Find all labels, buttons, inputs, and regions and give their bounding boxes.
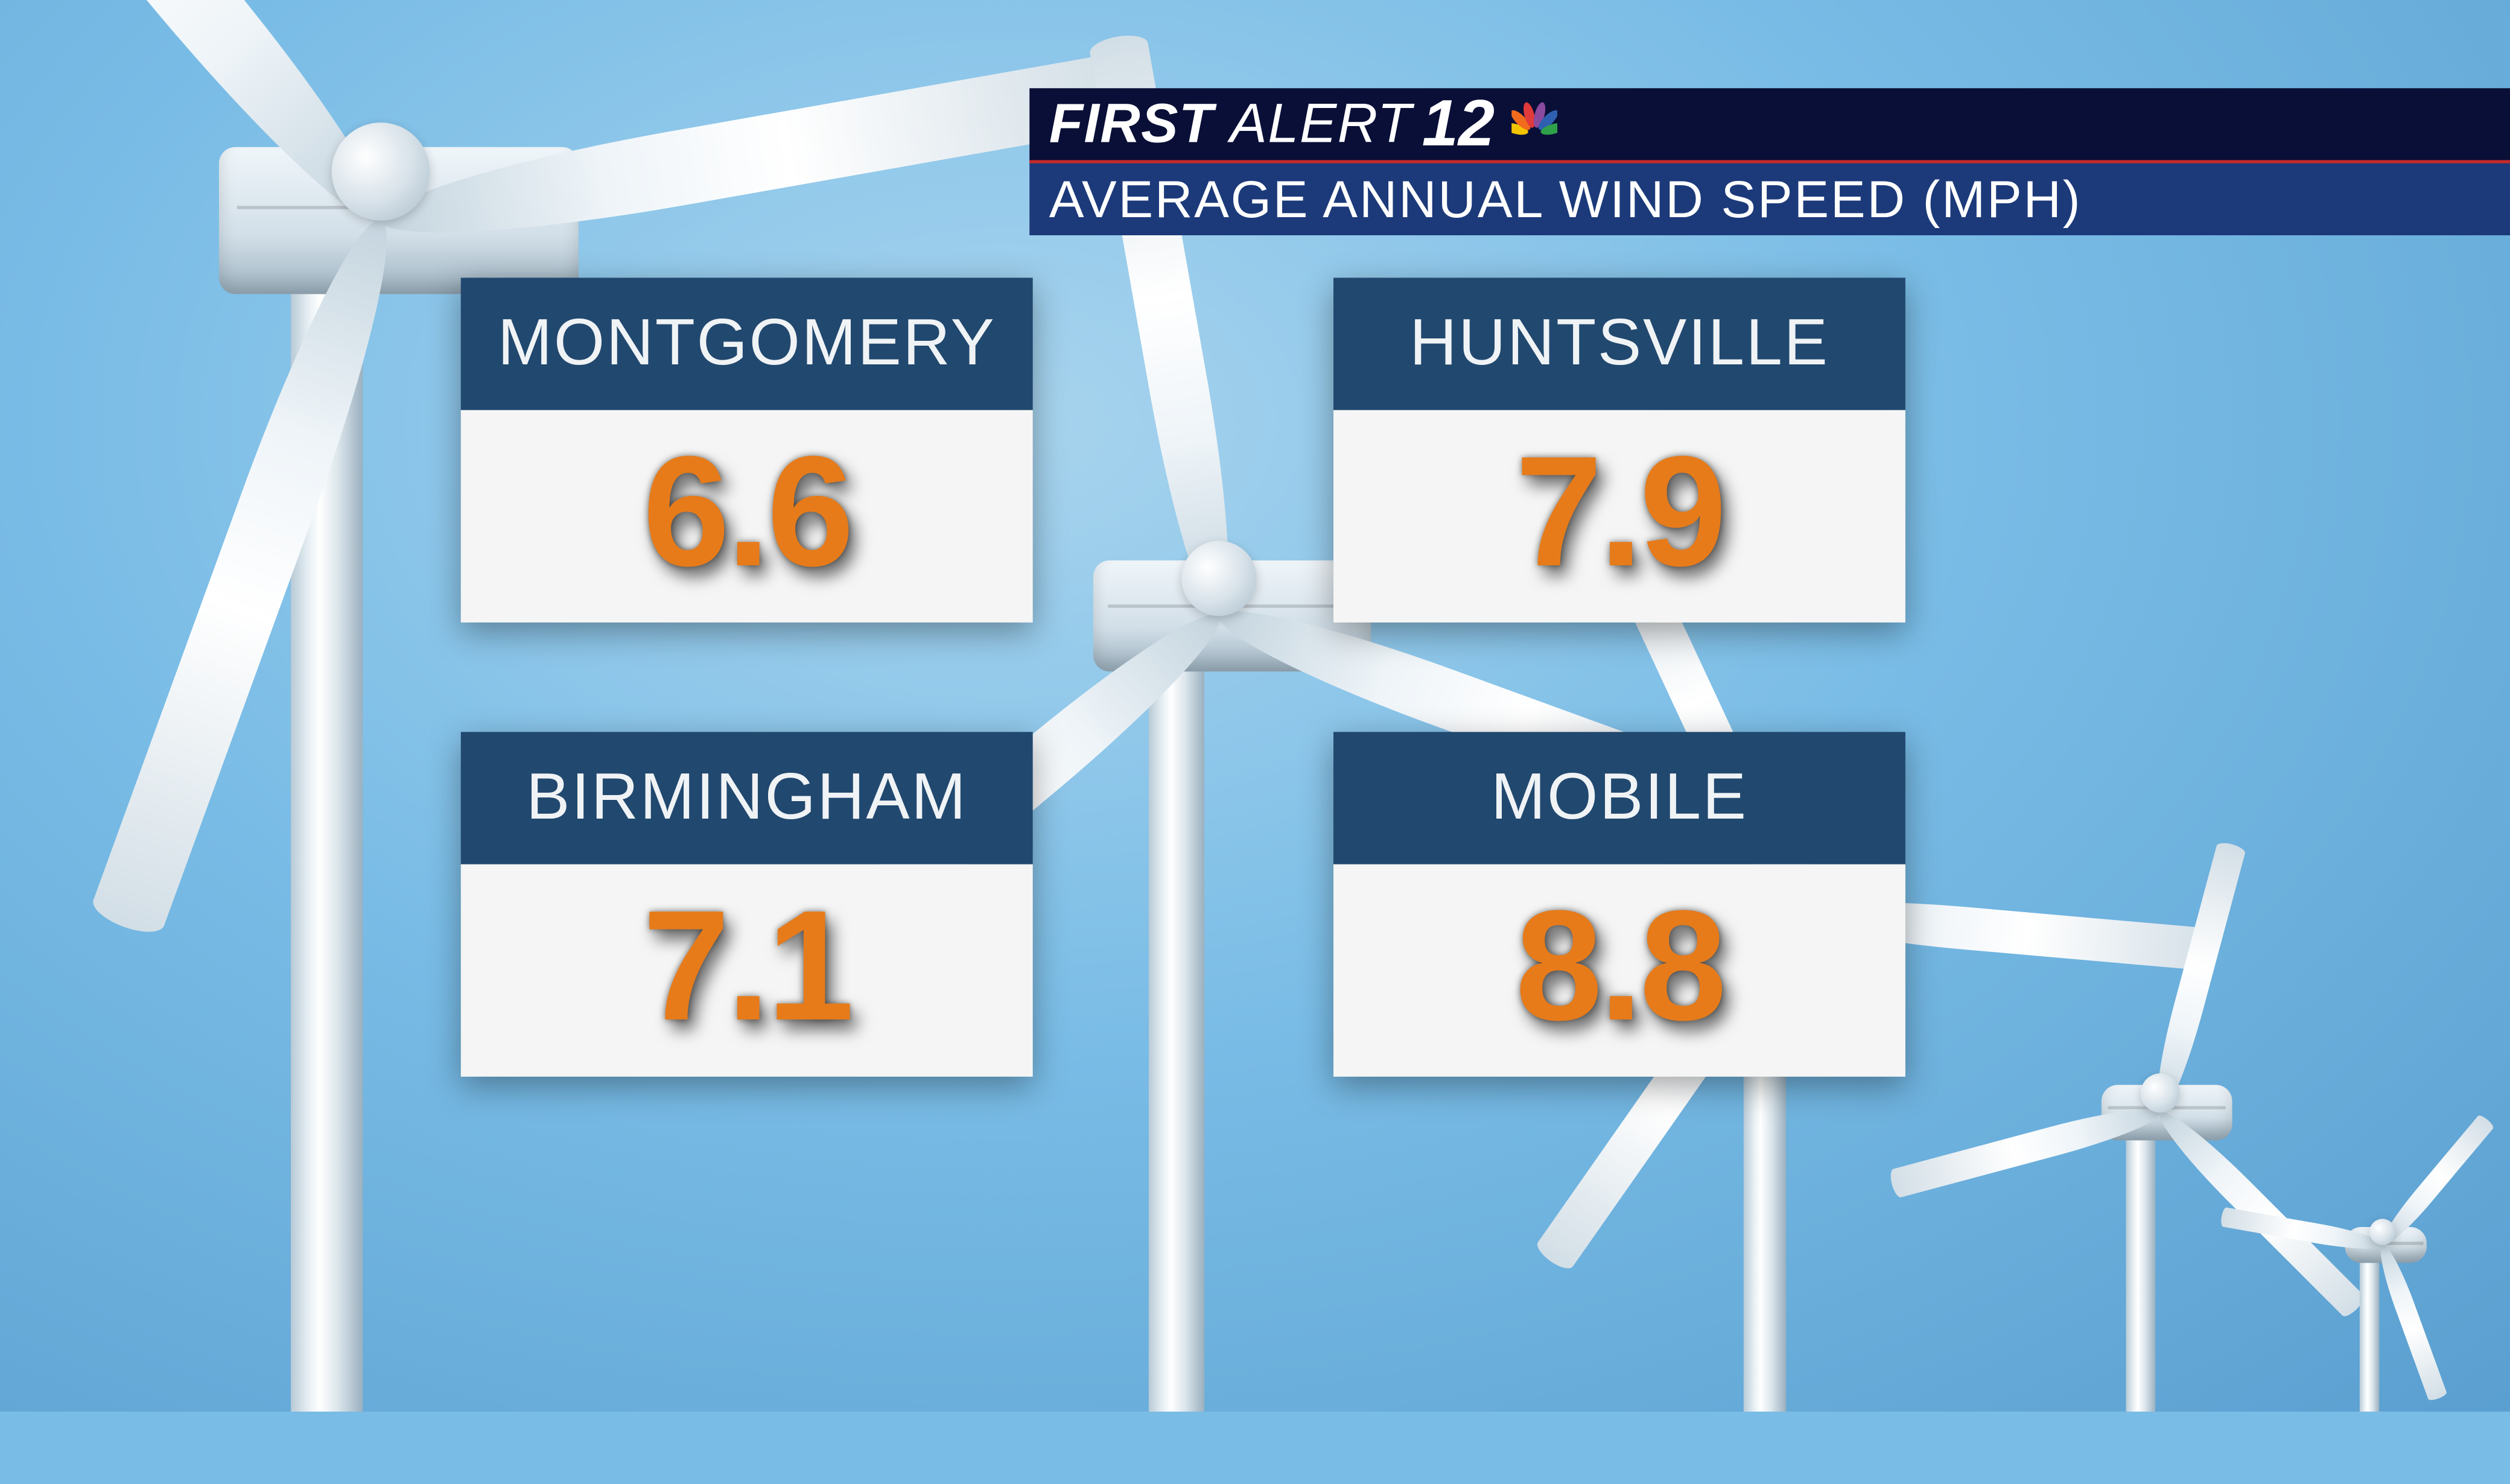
city-name: MOBILE [1333, 732, 1905, 864]
brand-accent: ALERT [1230, 92, 1412, 154]
data-cards: MONTGOMERY6.6 HUNTSVILLE7.9 BIRMINGHAM7.1 M… [0, 277, 2510, 1412]
subtitle-bar: AVERAGE ANNUAL WIND SPEED (MPH) [1029, 163, 2510, 235]
city-name: HUNTSVILLE [1333, 277, 1905, 410]
wind-speed-value: 7.1 [461, 864, 1033, 1077]
subtitle-text: AVERAGE ANNUAL WIND SPEED (MPH) [1049, 169, 2082, 229]
brand-prefix: FIRST [1049, 92, 1230, 154]
brand-bar: FIRST ALERT 12 [1029, 88, 2510, 163]
wind-speed-value: 6.6 [461, 410, 1033, 623]
city-card: BIRMINGHAM7.1 [461, 732, 1033, 1076]
wind-speed-value: 7.9 [1333, 410, 1905, 623]
city-name: MONTGOMERY [461, 277, 1033, 410]
city-card: HUNTSVILLE7.9 [1333, 277, 1905, 622]
city-card: MOBILE8.8 [1333, 732, 1905, 1076]
brand-text: FIRST ALERT [1049, 92, 1412, 156]
city-card: MONTGOMERY6.6 [461, 277, 1033, 622]
city-name: BIRMINGHAM [461, 732, 1033, 864]
wind-speed-value: 8.8 [1333, 864, 1905, 1077]
header-banner: FIRST ALERT 12 AVERAGE ANNUAL WIND SPEED… [1029, 88, 2510, 235]
nbc-peacock-icon [1511, 101, 1557, 147]
brand-number: 12 [1422, 87, 1495, 161]
